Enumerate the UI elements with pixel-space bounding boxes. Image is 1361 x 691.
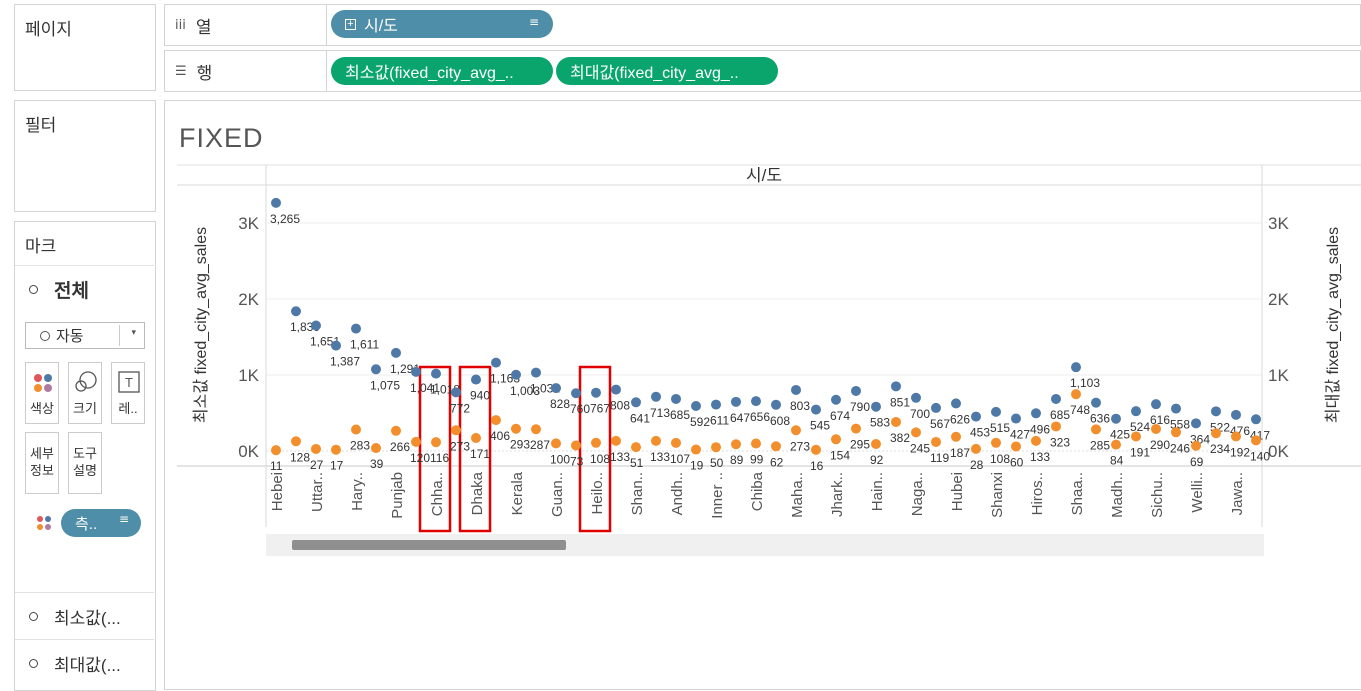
marks-min-label: 최소값(... bbox=[54, 608, 121, 628]
detail-card[interactable]: 세부 정보 bbox=[25, 432, 59, 494]
mark-type-icon bbox=[40, 330, 50, 341]
marks-min-tab[interactable]: 최소값(... bbox=[15, 592, 154, 639]
filters-title: 필터 bbox=[25, 116, 57, 135]
text-icon: T bbox=[118, 371, 140, 393]
max-measure-pill[interactable]: 최대값(fixed_city_avg_.. bbox=[556, 57, 778, 85]
radio-icon bbox=[29, 658, 38, 668]
marks-max-label: 최대값(... bbox=[54, 655, 121, 675]
marks-title: 마크 bbox=[25, 237, 57, 256]
columns-icon: iii bbox=[175, 17, 186, 33]
svg-text:T: T bbox=[125, 375, 133, 390]
columns-shelf-label: iii 열 bbox=[165, 5, 327, 45]
color-label: 색상 bbox=[30, 401, 54, 416]
province-pill[interactable]: + 시/도 ≡ bbox=[331, 10, 553, 38]
filters-panel[interactable]: 필터 bbox=[14, 100, 156, 212]
sort-icon: ≡ bbox=[118, 512, 129, 526]
tooltip-card[interactable]: 도구 설명 bbox=[68, 432, 102, 494]
tooltip-label: 도구 설명 bbox=[73, 446, 97, 478]
size-icon bbox=[75, 371, 97, 392]
size-label: 크기 bbox=[73, 401, 97, 416]
label-card[interactable]: T 레.. bbox=[111, 362, 145, 424]
expand-icon: + bbox=[345, 18, 356, 30]
rows-shelf[interactable]: ☰ 행 최소값(fixed_city_avg_.. 최대값(fixed_city… bbox=[164, 50, 1361, 92]
dropdown-divider bbox=[119, 325, 120, 346]
measure-names-pill[interactable]: 측.. ≡ bbox=[61, 509, 141, 537]
rows-icon: ☰ bbox=[175, 63, 187, 79]
columns-shelf[interactable]: iii 열 + 시/도 ≡ bbox=[164, 4, 1361, 46]
detail-label: 세부 정보 bbox=[30, 446, 54, 478]
min-measure-pill[interactable]: 최소값(fixed_city_avg_.. bbox=[331, 57, 553, 85]
label-label: 레.. bbox=[118, 401, 138, 416]
marks-all-tab[interactable]: 전체 bbox=[15, 265, 154, 312]
sort-icon: ≡ bbox=[528, 15, 539, 29]
marks-panel: 마크 전체 자동 ▾ 색상 크기 T 레.. 세부 정보 bbox=[14, 221, 156, 691]
chevron-down-icon: ▾ bbox=[131, 327, 136, 337]
province-pill-label: 시/도 bbox=[364, 18, 398, 35]
size-card[interactable]: 크기 bbox=[68, 362, 102, 424]
mark-type-label: 자동 bbox=[56, 328, 84, 345]
mark-type-dropdown[interactable]: 자동 ▾ bbox=[25, 322, 145, 349]
marks-all-label: 전체 bbox=[54, 280, 89, 302]
pages-panel: 페이지 bbox=[14, 4, 156, 91]
radio-icon bbox=[29, 611, 38, 621]
color-encoding-icon bbox=[37, 516, 51, 530]
pages-title: 페이지 bbox=[25, 20, 72, 39]
color-card[interactable]: 색상 bbox=[25, 362, 59, 424]
viz-panel: FIXED bbox=[164, 100, 1361, 690]
marks-max-tab[interactable]: 최대값(... bbox=[15, 639, 154, 686]
measure-pill-label: 측.. bbox=[75, 515, 98, 533]
rows-shelf-label: ☰ 행 bbox=[165, 51, 327, 91]
radio-icon bbox=[29, 284, 38, 294]
color-icon bbox=[34, 374, 52, 392]
viz-title: FIXED bbox=[179, 123, 264, 153]
